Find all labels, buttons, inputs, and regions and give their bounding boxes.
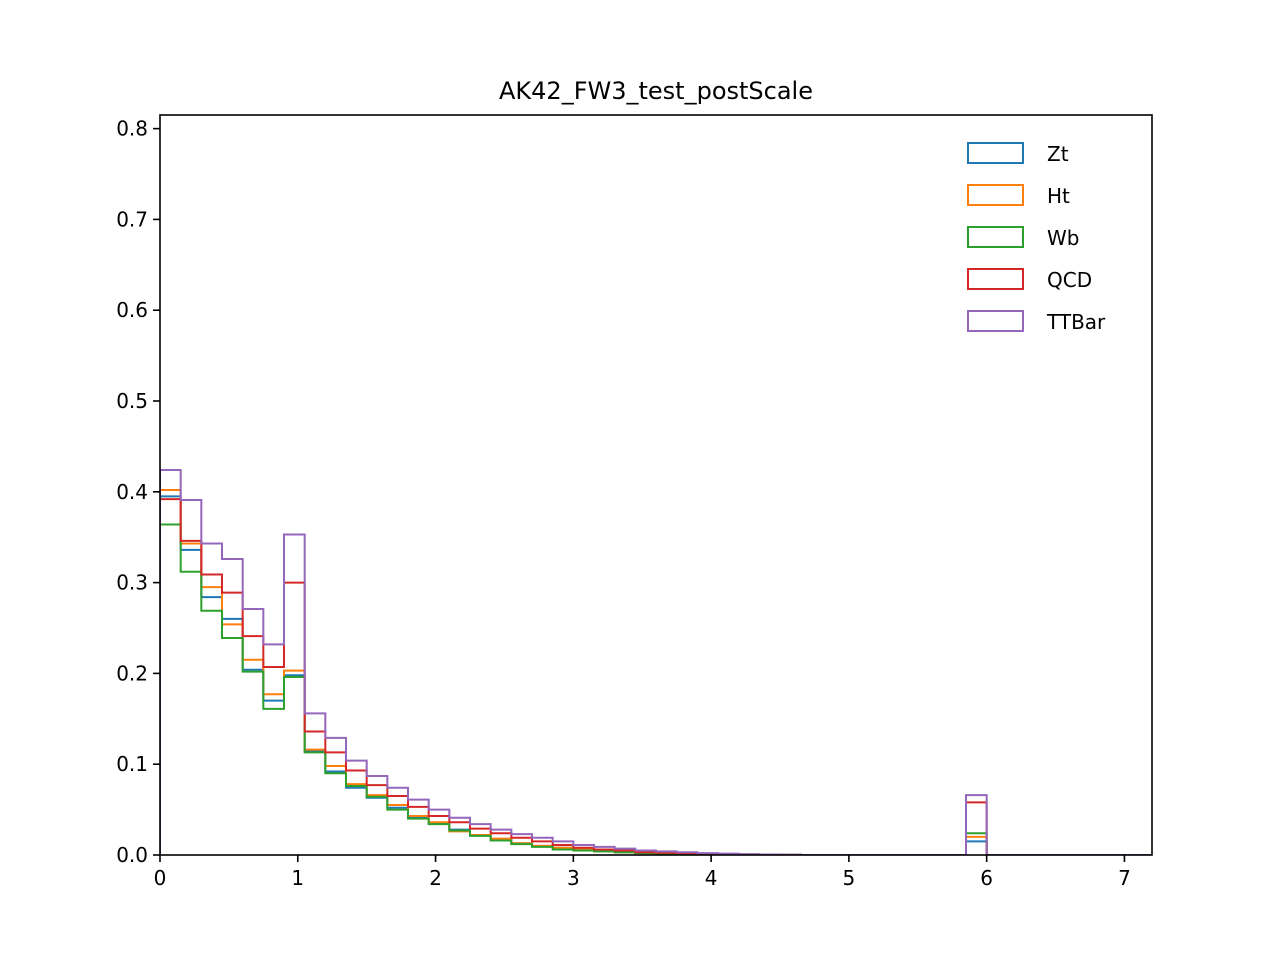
legend-label-qcd: QCD: [1047, 268, 1092, 292]
y-tick-label: 0.5: [116, 389, 148, 413]
x-tick-label: 2: [429, 866, 442, 890]
x-tick-label: 7: [1118, 866, 1131, 890]
x-tick-label: 4: [705, 866, 718, 890]
series-wb-line: [160, 523, 1152, 855]
legend-label-zt: Zt: [1047, 142, 1069, 166]
y-tick-label: 0.3: [116, 571, 148, 595]
plot-frame: [159, 114, 1153, 856]
y-axis: 0.0 0.1 0.2 0.3 0.4 0.5 0.6 0.7 0.8: [116, 117, 160, 867]
y-tick-label: 0.7: [116, 207, 148, 231]
legend-swatch-wb: [967, 226, 1024, 248]
y-tick-label: 0.0: [116, 843, 148, 867]
x-axis: 0 1 2 3 4 5 6 7: [154, 855, 1131, 890]
chart-title: AK42_FW3_test_postScale: [499, 77, 813, 105]
x-tick-label: 0: [154, 866, 167, 890]
y-tick-label: 0.2: [116, 661, 148, 685]
y-tick-label: 0.4: [116, 480, 148, 504]
x-tick-label: 1: [291, 866, 304, 890]
x-tick-label: 6: [980, 866, 993, 890]
legend-swatch-zt: [967, 142, 1024, 164]
legend-swatch-ht: [967, 184, 1024, 206]
legend-swatch-qcd: [967, 268, 1024, 290]
legend-swatch-ttbar: [967, 310, 1024, 332]
series-layer: [160, 469, 1152, 855]
x-tick-label: 3: [567, 866, 580, 890]
legend: Zt Ht Wb QCD TTBar: [967, 142, 1106, 334]
legend-label-ht: Ht: [1047, 184, 1070, 208]
x-tick-label: 5: [843, 866, 856, 890]
y-tick-label: 0.1: [116, 752, 148, 776]
y-tick-label: 0.8: [116, 117, 148, 141]
legend-label-ttbar: TTBar: [1046, 310, 1106, 334]
series-ttbar-line: [160, 469, 1152, 855]
legend-label-wb: Wb: [1047, 226, 1079, 250]
series-qcd-line: [160, 498, 1152, 855]
y-tick-label: 0.6: [116, 298, 148, 322]
